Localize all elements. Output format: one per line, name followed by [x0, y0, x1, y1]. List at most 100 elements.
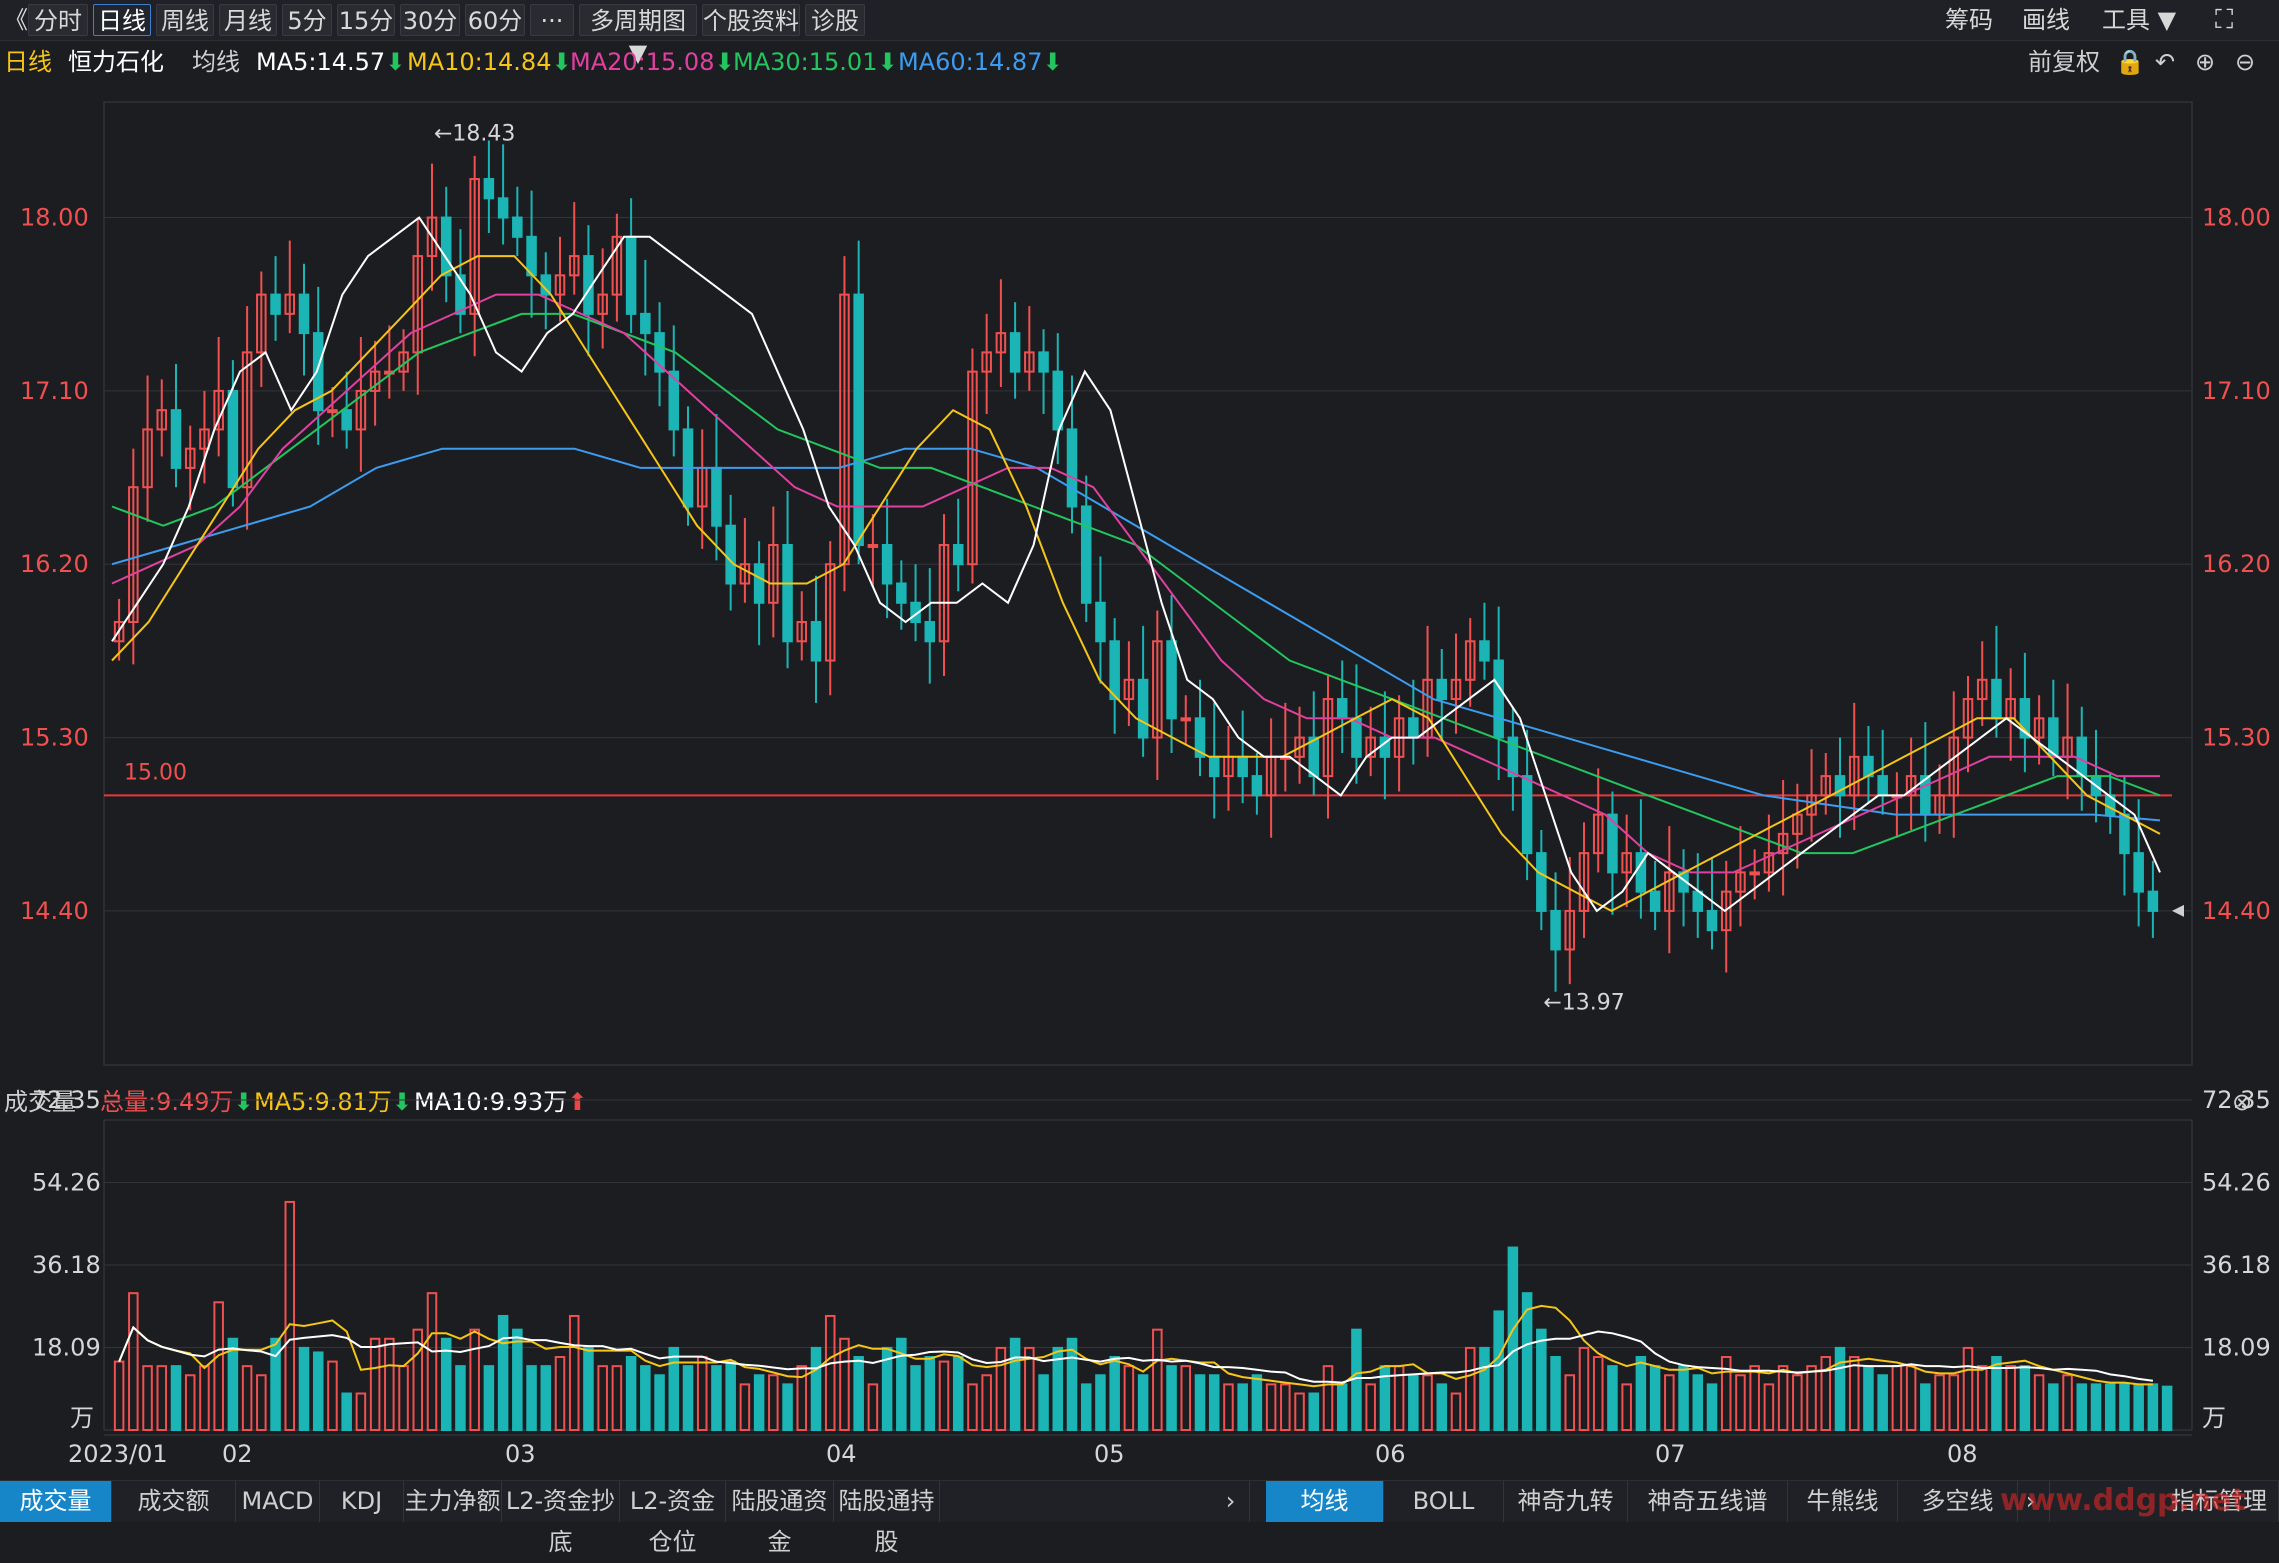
overlay-tab-2[interactable]: 神奇九转 [1504, 1481, 1628, 1522]
volume-bar [924, 1356, 936, 1432]
candle-body [1976, 678, 1988, 701]
candle-body [625, 235, 637, 315]
ma5-line [111, 216, 2161, 913]
chip-distribution-button[interactable]: 筹码 [1945, 6, 1993, 34]
candle-body [2147, 890, 2159, 912]
tab-6[interactable]: 30分 [400, 4, 460, 36]
volume-bar [256, 1374, 267, 1432]
ma-label[interactable]: 均线 [192, 48, 240, 76]
overlay-tab-5[interactable]: 多空线 [1898, 1481, 2018, 1522]
price-tick-right: 15.30 [2202, 724, 2271, 752]
indicator-tab-3[interactable]: KDJ [320, 1481, 404, 1522]
tab-2[interactable]: 周线 [156, 4, 214, 36]
chevron-right-icon[interactable]: › [1212, 1481, 1250, 1522]
indicator-tab-5[interactable]: L2-资金抄底 [502, 1481, 620, 1556]
candle-body [1948, 736, 1960, 797]
tab-0[interactable]: 分时 [28, 4, 88, 36]
high-annotation: ←18.43 [434, 122, 515, 147]
candle-body [142, 428, 153, 489]
tools-menu-button[interactable]: 工具 ▼ [2102, 6, 2177, 34]
volume-bar [753, 1374, 765, 1432]
x-axis-label: 02 [222, 1440, 253, 1468]
indicator-tab-0[interactable]: 成交量 [0, 1481, 112, 1522]
volume-bar [1095, 1374, 1106, 1432]
price-tick-right: 14.40 [2202, 897, 2271, 925]
candle-body [753, 563, 765, 604]
volume-bar [853, 1356, 864, 1432]
overlay-tab-0[interactable]: 均线 [1266, 1481, 1384, 1522]
candle-body [1166, 640, 1177, 720]
close-volume-icon[interactable]: ⊗ [2232, 1088, 2253, 1116]
candle-body [668, 370, 680, 431]
candle-body [952, 543, 964, 566]
volume-bar [952, 1356, 964, 1432]
volume-bar [1066, 1337, 1078, 1431]
tab-3[interactable]: 月线 [219, 4, 277, 36]
indicator-tab-6[interactable]: L2-资金仓位 [620, 1481, 726, 1556]
indicator-manage-button[interactable]: 指标管理 [2160, 1481, 2279, 1522]
candle-body [1720, 890, 1732, 932]
candle-body [284, 293, 296, 315]
candle-body [1834, 775, 1846, 797]
volume-bar [668, 1346, 680, 1431]
candle-body [739, 563, 751, 585]
volume-bar [1080, 1383, 1092, 1432]
indicator-tab-8[interactable]: 陆股通持股 [834, 1481, 940, 1556]
fullscreen-icon[interactable]: ⛶ [2215, 5, 2234, 35]
adjust-mode[interactable]: 前复权 [2028, 48, 2100, 76]
volume-label: 成交量 [4, 1088, 76, 1116]
candle-body [1877, 775, 1888, 797]
candle-body [1251, 775, 1263, 797]
volume-bar [1322, 1365, 1334, 1432]
volume-bar [2119, 1383, 2130, 1432]
candle-body [1294, 736, 1305, 758]
period-label: 日线 [4, 48, 52, 76]
volume-bar [1578, 1346, 1590, 1431]
candle-body [981, 351, 992, 373]
volume-bar [938, 1360, 950, 1432]
indicator-tab-2[interactable]: MACD [236, 1481, 320, 1522]
tab-4[interactable]: 5分 [282, 4, 332, 36]
draw-line-button[interactable]: 画线 [2022, 6, 2070, 34]
overlay-tab-1[interactable]: BOLL [1384, 1481, 1504, 1522]
volume-bar [1621, 1383, 1632, 1432]
kline-chart[interactable]: 18.00 18.00 17.10 17.10 16.20 16.20 15.30 15.30… [0, 40, 2279, 1480]
volume-bar [426, 1292, 438, 1431]
zoom-out-icon[interactable]: ⊖ [2235, 48, 2256, 76]
back-icon[interactable]: 《 [4, 6, 28, 34]
volume-bar [2161, 1385, 2173, 1431]
volume-bar [312, 1351, 324, 1431]
volume-bar [1166, 1365, 1177, 1432]
price-tick-left: 16.20 [20, 550, 89, 578]
candle-body [1479, 640, 1490, 662]
candle-body [170, 409, 182, 469]
lock-icon[interactable]: 🔒 [2115, 48, 2145, 76]
candle-body [1080, 505, 1092, 604]
undo-icon[interactable]: ↶ [2155, 48, 2176, 76]
candle-body [725, 524, 736, 585]
chevron-right-icon[interactable]: › [2012, 1481, 2050, 1522]
tab-5[interactable]: 15分 [337, 4, 395, 36]
indicator-tab-7[interactable]: 陆股通资金 [726, 1481, 834, 1556]
volume-bar [241, 1365, 253, 1432]
volume-bar [654, 1374, 665, 1432]
volume-bar [1507, 1246, 1519, 1432]
tab-1[interactable]: 日线 [93, 4, 151, 36]
volume-bar [1280, 1383, 1291, 1432]
tab-8[interactable]: ··· [530, 4, 574, 36]
x-axis-label: 03 [505, 1440, 536, 1468]
indicator-tab-1[interactable]: 成交额 [112, 1481, 236, 1522]
tab-7[interactable]: 60分 [465, 4, 525, 36]
volume-bar [1777, 1365, 1789, 1432]
tab-10[interactable]: 个股资料 [702, 4, 800, 36]
tab-11[interactable]: 诊股 [805, 4, 865, 36]
volume-bar [1422, 1374, 1433, 1432]
indicator-tab-4[interactable]: 主力净额 [404, 1481, 502, 1522]
overlay-tab-4[interactable]: 牛熊线 [1788, 1481, 1898, 1522]
volume-bar [284, 1200, 296, 1431]
volume-ma10: MA10:9.93万⬆ [414, 1088, 588, 1116]
volume-tick-left: 54.26 [32, 1169, 101, 1197]
zoom-in-icon[interactable]: ⊕ [2195, 48, 2216, 76]
tab-9[interactable]: 多周期图 ▼ [579, 4, 697, 67]
overlay-tab-3[interactable]: 神奇五线谱 [1628, 1481, 1788, 1522]
